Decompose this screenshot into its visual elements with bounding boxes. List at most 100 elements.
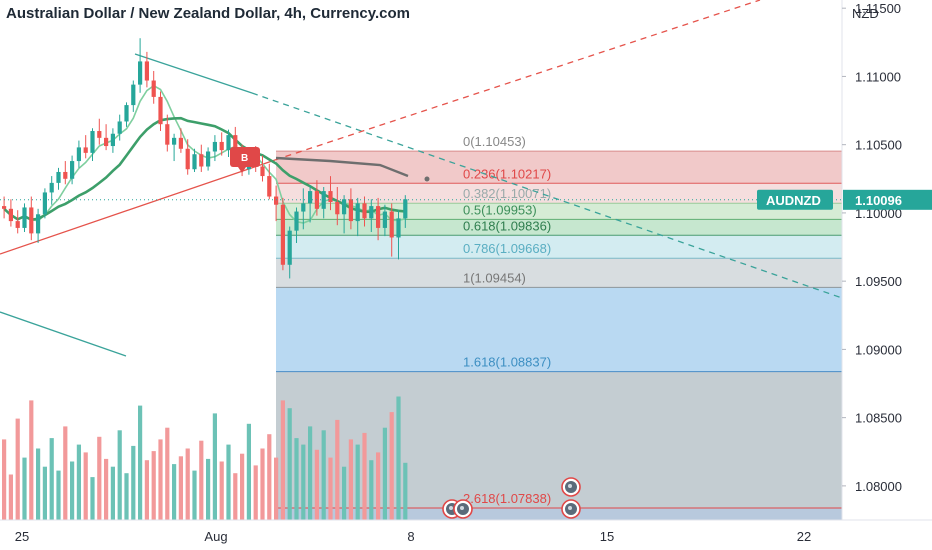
buy-marker-box xyxy=(230,147,260,167)
candle xyxy=(294,207,299,243)
candle xyxy=(151,70,156,104)
candle-body xyxy=(97,131,102,138)
candle xyxy=(56,167,61,190)
volume-bar xyxy=(219,461,224,520)
candle xyxy=(369,199,374,233)
fib-level-label: 1.618(1.08837) xyxy=(463,355,551,370)
candle-body xyxy=(158,96,163,125)
volume-bar xyxy=(362,432,367,520)
symbol-price-tag: AUDNZD 1.10096 xyxy=(757,189,932,210)
candle xyxy=(267,163,272,200)
candle-body xyxy=(15,221,20,228)
volume-bar xyxy=(138,405,143,520)
candle xyxy=(83,135,88,159)
candle xyxy=(192,148,197,172)
volume-bar xyxy=(90,477,95,520)
volume-bar xyxy=(233,473,238,520)
volume-bar xyxy=(212,413,217,520)
candle-body xyxy=(172,137,177,145)
candle-body xyxy=(287,230,292,265)
candle-body xyxy=(29,207,34,234)
volume-bar xyxy=(172,464,177,520)
volume-bar xyxy=(151,451,156,520)
candle xyxy=(138,38,143,93)
moving-average-slow xyxy=(3,116,406,222)
candle-body xyxy=(328,191,333,202)
candle-body xyxy=(49,182,54,193)
candle-body xyxy=(233,135,238,155)
candle-body xyxy=(178,137,183,149)
candle-body xyxy=(138,61,143,85)
candle xyxy=(36,208,41,243)
volume-bar xyxy=(199,440,204,520)
price-tick-label: 1.11500 xyxy=(855,1,901,16)
price-tick-label: 1.11000 xyxy=(855,69,901,84)
time-axis-bg xyxy=(0,520,932,550)
candle-body xyxy=(131,84,136,106)
volume-bar xyxy=(376,452,381,520)
candle xyxy=(348,188,353,230)
candle-body xyxy=(362,203,367,219)
candle-body xyxy=(321,191,326,209)
price-tag-label: 1.10096 xyxy=(855,193,902,208)
candle xyxy=(104,124,109,151)
fib-level-label: 0(1.10453) xyxy=(463,134,526,149)
event-icon xyxy=(453,499,473,519)
candle-body xyxy=(219,141,224,151)
event-icon-highlight xyxy=(568,506,572,510)
projection-point xyxy=(424,176,430,182)
time-tick-label: Aug xyxy=(204,529,227,544)
candle xyxy=(117,114,122,141)
candle xyxy=(226,129,231,157)
candle xyxy=(49,176,54,205)
time-tick-label: 22 xyxy=(797,529,811,544)
candle-body xyxy=(280,204,285,265)
candle-body xyxy=(124,105,129,122)
candle xyxy=(274,185,279,222)
volume-bar xyxy=(192,470,197,520)
volume-bar xyxy=(131,445,136,520)
volume-bar xyxy=(321,430,326,520)
candle-body xyxy=(8,208,13,222)
fib-level-label: 0.382(1.10071) xyxy=(463,186,551,201)
volume-bar xyxy=(70,461,75,520)
candle-body xyxy=(301,203,306,212)
candle xyxy=(287,226,292,279)
candle-body xyxy=(185,148,190,170)
candle xyxy=(376,197,381,241)
candle xyxy=(172,133,177,162)
volume-bar xyxy=(355,444,360,520)
volume-bar xyxy=(117,430,122,520)
candle xyxy=(219,132,224,156)
volume-bar xyxy=(22,457,27,520)
candle-body xyxy=(335,201,340,215)
volume-bar xyxy=(274,457,279,520)
candle xyxy=(42,188,47,219)
event-icon-highlight xyxy=(568,484,572,488)
candle xyxy=(124,102,129,127)
candle-body xyxy=(165,124,170,145)
chart-title: Australian Dollar / New Zealand Dollar, … xyxy=(6,5,411,22)
candle xyxy=(335,186,340,226)
volume-bar xyxy=(280,400,285,520)
fib-zone xyxy=(276,183,842,204)
fib-zone xyxy=(276,151,842,184)
candle-body xyxy=(70,161,75,179)
candle xyxy=(144,51,149,88)
candle-body xyxy=(104,137,109,147)
volume-bar xyxy=(110,466,115,520)
candle xyxy=(63,161,68,185)
candle-body xyxy=(308,191,313,204)
price-axis-bg xyxy=(842,0,932,550)
volume-bar xyxy=(382,427,387,520)
fib-level-label: 0.786(1.09668) xyxy=(463,241,551,256)
candle xyxy=(206,147,211,171)
volume-bar xyxy=(36,448,41,520)
volume-bar xyxy=(287,408,292,520)
trend-line-up-extension xyxy=(274,0,761,161)
candle xyxy=(22,203,27,233)
fib-level-label: 0.618(1.09836) xyxy=(463,218,551,233)
candle xyxy=(15,210,20,234)
